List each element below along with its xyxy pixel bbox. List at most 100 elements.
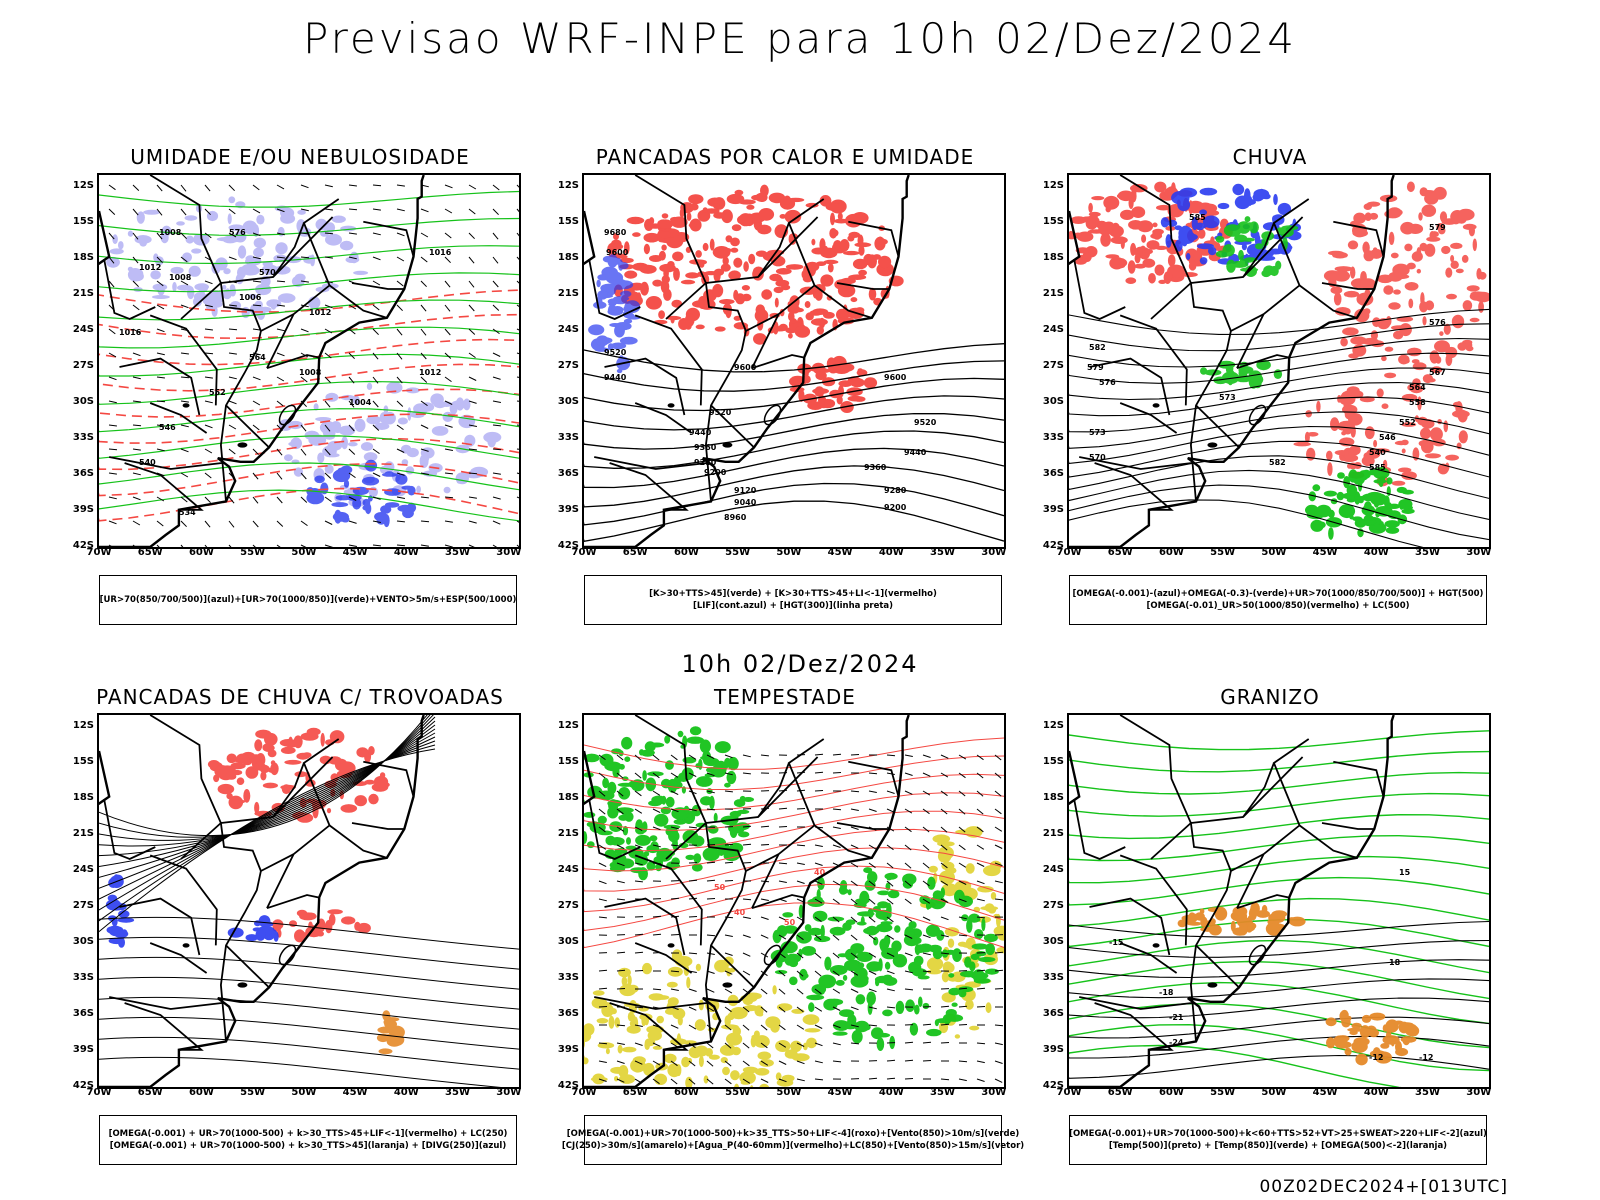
instability-field: [607, 184, 904, 345]
wind-vector: [396, 520, 405, 523]
field-cell: [857, 234, 864, 247]
wind-vector: [724, 1024, 732, 1031]
field-cell: [707, 825, 719, 834]
field-cell: [228, 224, 245, 231]
field-cell: [383, 411, 396, 425]
field-cell: [596, 279, 601, 288]
wind-vector: [516, 304, 519, 308]
border-line: [1079, 456, 1193, 470]
field-cell: [1232, 927, 1248, 936]
contour-line: [584, 395, 1004, 431]
wind-vector: [976, 754, 984, 761]
wind-vector: [958, 754, 967, 760]
field-cell: [1407, 347, 1422, 357]
wind-vector: [444, 496, 454, 499]
wind-vector: [276, 184, 285, 190]
field-cell: [658, 231, 672, 239]
wind-vector: [940, 826, 948, 833]
field-cell: [948, 973, 955, 978]
panel-title: CHUVA: [1232, 145, 1308, 169]
wind-vector: [958, 1060, 968, 1063]
wind-vector: [132, 208, 139, 216]
contour-label: 9520: [914, 418, 937, 427]
contour-label: -21: [1169, 1013, 1184, 1022]
latitude-tick: 27S: [72, 900, 94, 911]
wind-vector: [922, 808, 930, 815]
field-cell: [341, 436, 348, 450]
wind-vector: [108, 352, 117, 358]
field-cell: [592, 1073, 605, 1085]
legend-box: [OMEGA(-0.001)+UR>70(1000-500)+k<60+TTS>…: [1069, 1115, 1487, 1165]
wind-vector: [742, 825, 752, 828]
wind-vector: [886, 862, 894, 869]
field-cell: [226, 792, 233, 800]
field-cell: [730, 237, 740, 247]
field-cell: [948, 987, 961, 996]
wind-vector: [634, 772, 642, 779]
field-cell: [1178, 230, 1196, 244]
wind-vector: [652, 1060, 661, 1066]
wind-vector: [940, 844, 948, 851]
wind-vector: [324, 304, 333, 309]
wind-vector: [276, 376, 285, 382]
field-cell: [840, 880, 848, 891]
wind-vector: [760, 898, 769, 901]
field-cell: [1363, 203, 1372, 210]
wind-vector: [922, 1060, 932, 1062]
wind-vector: [724, 861, 734, 864]
wind-vector: [324, 448, 331, 456]
wind-vector: [724, 1060, 732, 1067]
field-cell: [850, 297, 858, 303]
wind-vector: [760, 825, 770, 828]
field-cell: [108, 937, 125, 945]
streamline: [99, 1016, 519, 1050]
contour-label: 9600: [606, 248, 629, 257]
wind-vector: [796, 988, 804, 995]
field-cell: [1445, 454, 1459, 461]
field-cell: [199, 291, 206, 297]
border-line: [1195, 404, 1240, 449]
field-cell: [927, 876, 936, 890]
wind-vector: [994, 1060, 1003, 1064]
streamline: [99, 996, 519, 1030]
field-cell: [940, 887, 945, 898]
wind-vector: [706, 790, 715, 794]
field-cell: [746, 204, 755, 210]
wind-vector: [868, 772, 878, 775]
field-cell: [1408, 298, 1414, 309]
border-line: [705, 756, 819, 824]
wind-vector: [228, 184, 235, 192]
wind-vector: [516, 424, 519, 426]
lagoa-dos-patos: [1248, 404, 1267, 426]
wind-vector: [132, 184, 140, 191]
wind-vector: [652, 988, 662, 991]
field-cell: [1385, 526, 1400, 534]
wind-vector: [688, 1024, 697, 1030]
field-cell: [695, 963, 701, 972]
wind-vector: [922, 826, 930, 833]
contour-label: 585: [1189, 213, 1206, 222]
field-cell: [1376, 388, 1384, 398]
field-cell: [863, 377, 878, 389]
contour-label: 570: [259, 268, 276, 277]
wind-vector: [180, 352, 189, 355]
field-cell: [984, 903, 995, 912]
contour-line: [584, 755, 1004, 791]
wind-vector: [180, 400, 189, 403]
wind-vector: [958, 934, 968, 937]
field-cell: [695, 250, 702, 258]
wind-vector: [922, 934, 931, 939]
field-cell: [914, 1004, 920, 1015]
field-cell: [134, 235, 152, 244]
border-line: [272, 762, 305, 818]
wind-vector: [886, 1059, 896, 1062]
field-cell: [1377, 318, 1391, 330]
field-cell: [377, 1026, 396, 1034]
wind-vector: [276, 352, 285, 357]
wind-vector: [994, 951, 1004, 954]
map-area: [97, 713, 521, 1089]
field-cell: [838, 380, 853, 387]
latitude-tick: 27S: [557, 360, 579, 371]
field-cell: [245, 934, 258, 942]
wind-vector: [252, 376, 261, 381]
